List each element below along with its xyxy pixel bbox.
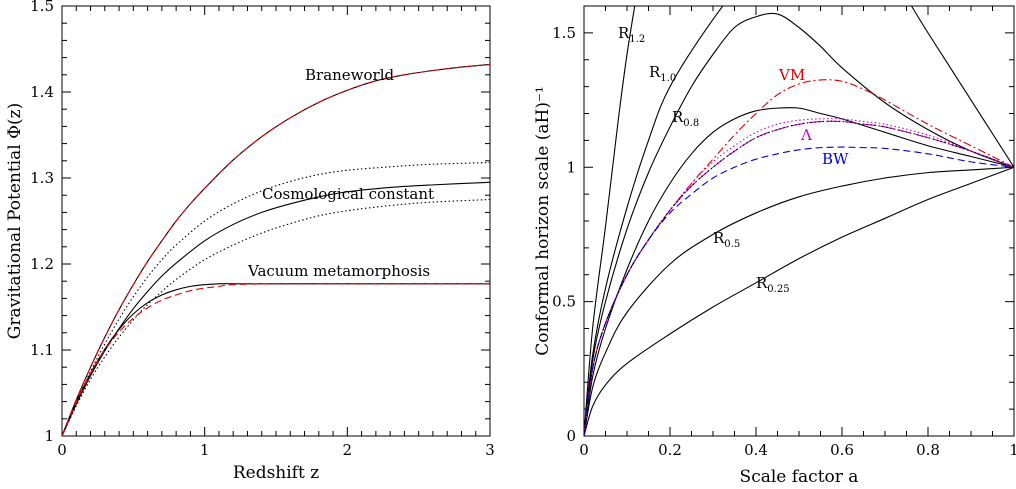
series-line-9: [584, 146, 1014, 436]
left-y-axis-label: Gravitational Potential Φ(z): [5, 103, 25, 340]
series-line-1: [61, 63, 491, 437]
series-line-3: [584, 107, 1014, 436]
series-line-10: [584, 120, 1014, 436]
right-y-axis-label: Conformal horizon scale (aH)⁻¹: [533, 86, 553, 356]
x-tick-label: 0: [57, 441, 67, 459]
label-r-0-5: R0.5: [713, 229, 740, 250]
series-line-0: [584, 6, 636, 436]
label-r-0-8: R0.8: [672, 108, 699, 129]
left-x-axis-label: Redshift z: [233, 463, 319, 483]
x-tick-label: 1: [200, 441, 210, 459]
x-tick-label: 0: [579, 441, 589, 459]
series-line-2: [584, 12, 1014, 436]
series-line-4: [584, 166, 1014, 436]
y-tick-label: 1.2: [30, 255, 54, 273]
annotation-cosmological-constant: Cosmological constant: [262, 185, 434, 203]
series-line-3: [61, 161, 491, 437]
series-line-0: [61, 63, 491, 437]
left-plot-frame: [61, 5, 491, 437]
annotation-lambda: Λ: [800, 126, 812, 144]
left-panel: 0 1 2 311.11.21.31.41.5 Redshift z Gravitat…: [5, 0, 495, 483]
x-tick-label: 0.4: [744, 441, 768, 459]
annotation-vacuum-metamorphosis: Vacuum metamorphosis: [247, 262, 430, 280]
right-panel: 0 0.2 0.4 0.6 0.8 1 0 0.5 1 1.5 Scale factor a Co…: [533, 5, 1016, 487]
label-r-0-25: R0.25: [756, 274, 790, 295]
label-r-1-0: R1.0: [649, 63, 676, 84]
x-tick-label: 0.8: [916, 441, 940, 459]
series-line-2: [61, 181, 491, 437]
y-tick-label: 0.5: [552, 293, 576, 311]
right-series: [584, 6, 1014, 436]
right-tick-labels: 0 0.2 0.4 0.6 0.8 1 0 0.5 1 1.5: [552, 24, 1016, 459]
y-tick-label: 1.3: [30, 169, 54, 187]
left-tick-labels: 0 1 2 311.11.21.31.41.5: [30, 0, 495, 459]
series-line-4: [61, 198, 491, 437]
y-tick-label: 1.1: [30, 341, 54, 359]
y-tick-label: 1: [566, 158, 576, 176]
series-line-8: [584, 118, 1014, 436]
left-series: [61, 63, 491, 437]
right-ticks: [583, 5, 1015, 437]
left-ticks: [61, 5, 491, 437]
annotation-bw: BW: [822, 150, 849, 168]
series-line-6: [584, 79, 1014, 436]
series-line-7: [584, 120, 1014, 436]
y-tick-label: 0: [566, 427, 576, 445]
y-tick-label: 1.5: [30, 0, 54, 15]
annotation-braneworld: Braneworld: [305, 66, 395, 84]
x-tick-label: 3: [485, 441, 495, 459]
x-tick-label: 1: [1009, 441, 1016, 459]
series-line-5: [584, 166, 1014, 436]
x-tick-label: 0.2: [658, 441, 682, 459]
series-line-1: [584, 6, 1014, 436]
label-r-1-2: R1.2: [618, 24, 645, 45]
annotation-vm: VM: [778, 66, 805, 84]
x-tick-label: 2: [343, 441, 353, 459]
series-line-6: [61, 283, 490, 437]
y-tick-label: 1.5: [552, 24, 576, 42]
y-tick-label: 1.4: [30, 83, 54, 101]
right-x-axis-label: Scale factor a: [740, 467, 859, 487]
x-tick-label: 0.6: [830, 441, 854, 459]
y-tick-label: 1: [44, 427, 54, 445]
